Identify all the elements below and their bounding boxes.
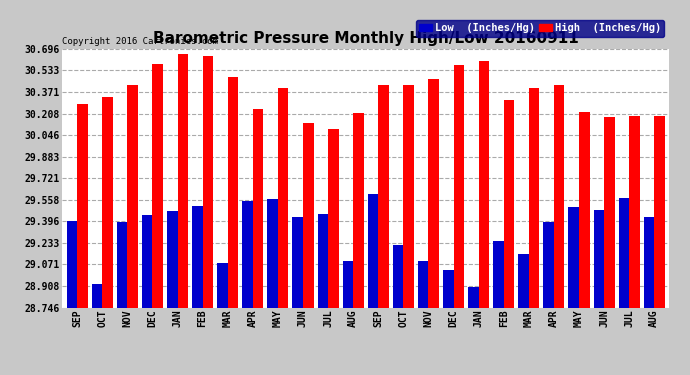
Bar — [529, 88, 540, 308]
Bar — [267, 200, 278, 308]
Bar — [569, 207, 579, 308]
Bar — [593, 210, 604, 308]
Bar — [619, 198, 629, 308]
Bar — [67, 221, 77, 308]
Legend: Low  (Inches/Hg), High  (Inches/Hg): Low (Inches/Hg), High (Inches/Hg) — [416, 20, 664, 37]
Bar — [629, 116, 640, 308]
Bar — [443, 270, 453, 308]
Bar — [152, 64, 163, 308]
Bar — [504, 100, 514, 308]
Bar — [77, 104, 88, 308]
Bar — [142, 215, 152, 308]
Bar — [242, 201, 253, 308]
Bar — [228, 77, 238, 308]
Bar — [579, 112, 589, 308]
Bar — [192, 206, 203, 308]
Text: Copyright 2016 Cartronics.com: Copyright 2016 Cartronics.com — [62, 37, 218, 46]
Bar — [317, 214, 328, 308]
Bar — [644, 217, 654, 308]
Bar — [203, 56, 213, 308]
Bar — [654, 116, 664, 308]
Bar — [353, 113, 364, 308]
Bar — [177, 54, 188, 307]
Bar — [368, 194, 378, 308]
Title: Barometric Pressure Monthly High/Low 20160911: Barometric Pressure Monthly High/Low 201… — [152, 31, 579, 46]
Bar — [493, 241, 504, 308]
Bar — [479, 62, 489, 308]
Bar — [167, 211, 177, 308]
Bar — [92, 284, 102, 308]
Bar — [102, 98, 112, 308]
Bar — [217, 263, 228, 308]
Bar — [604, 117, 615, 308]
Bar — [393, 244, 404, 308]
Bar — [378, 86, 388, 308]
Bar — [554, 86, 564, 308]
Bar — [278, 88, 288, 308]
Bar — [253, 109, 264, 307]
Bar — [343, 261, 353, 308]
Bar — [468, 287, 479, 308]
Bar — [128, 86, 138, 308]
Bar — [117, 222, 128, 308]
Bar — [543, 222, 554, 308]
Bar — [428, 79, 439, 308]
Bar — [453, 66, 464, 308]
Bar — [418, 261, 428, 308]
Bar — [404, 86, 414, 308]
Bar — [293, 217, 303, 308]
Bar — [303, 123, 313, 308]
Bar — [328, 129, 339, 308]
Bar — [518, 254, 529, 308]
